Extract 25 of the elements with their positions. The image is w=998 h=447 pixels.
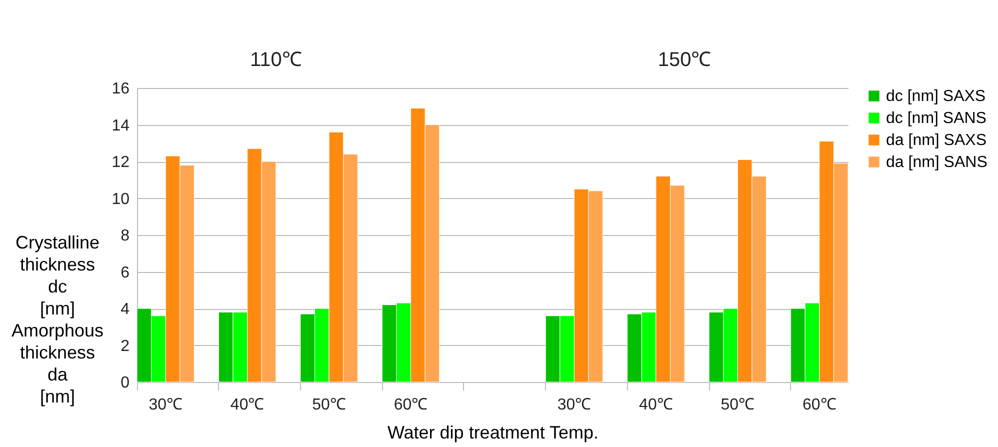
y-tick-label: 4 [120, 301, 130, 318]
text: 110℃ [250, 49, 302, 71]
x-tick-label: 40℃ [230, 396, 264, 414]
x-tick-label: 60℃ [802, 396, 836, 414]
y-tick-label: 10 [112, 190, 130, 208]
y-tick-label: 8 [120, 228, 130, 244]
x-axis-title: Water dip treatment Temp. [387, 422, 599, 442]
x-tick-label: 30℃ [148, 396, 182, 414]
legend-label: da [nm] SAXS [886, 132, 986, 149]
x-tick-label: 50℃ [312, 396, 346, 414]
text: 150℃ [658, 49, 712, 71]
legend-label: dc [nm] SANS [886, 110, 986, 127]
y-tick-label: 12 [112, 154, 130, 171]
legend-label: da [nm] SANS [886, 154, 988, 171]
y-tick-label: 2 [120, 338, 130, 355]
y-tick-label: 14 [112, 117, 130, 134]
legend-label: dc [nm] SAXS [886, 88, 986, 105]
x-tick-label: 60℃ [394, 396, 428, 414]
x-tick-label: 50℃ [720, 396, 755, 414]
x-tick-label: 30℃ [557, 396, 592, 414]
y-axis-title: Crystalline thickness dc [nm] Amorphous thickness da [nm] [11, 232, 104, 406]
y-tick-label: 6 [120, 264, 130, 282]
x-tick-label: 40℃ [639, 396, 673, 414]
y-tick-label: 0 [120, 374, 130, 392]
y-tick-label: 16 [112, 80, 130, 98]
